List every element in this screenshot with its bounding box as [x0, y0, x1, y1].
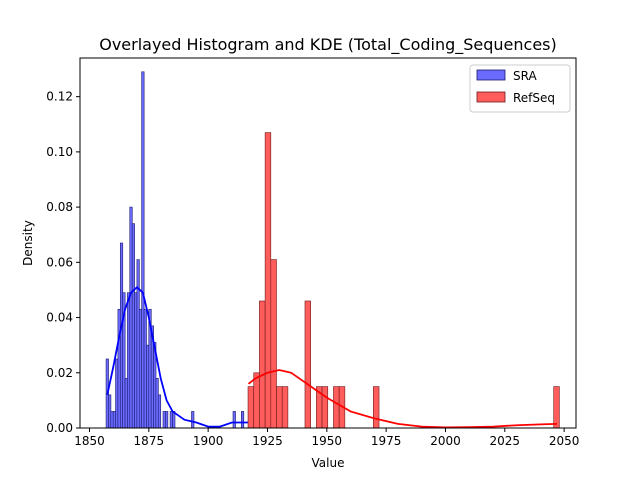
legend-swatch-refseq: [476, 91, 506, 103]
x-tick-label: 2000: [430, 434, 461, 448]
x-tick-label: 2025: [490, 434, 521, 448]
y-tick-label: 0.08: [46, 200, 73, 214]
bar-refseq-0: [247, 386, 255, 429]
bar-refseq-6: [281, 386, 289, 429]
y-axis: 0.00 0.02 0.04 0.06 0.08 0.10 0.12: [46, 90, 80, 435]
y-tick-label: 0.02: [46, 366, 73, 380]
axes-frame: [79, 57, 577, 429]
x-tick-label: 1900: [193, 434, 224, 448]
bar-refseq-7: [304, 300, 311, 429]
series-refseq: [247, 132, 560, 429]
legend: SRA RefSeq: [469, 64, 571, 113]
bar-refseq-13: [553, 386, 560, 429]
chart-title: Overlayed Histogram and KDE (Total_Codin…: [99, 35, 557, 55]
x-tick-label: 1850: [74, 434, 105, 448]
x-axis: 1850 1875 1900 1925 1950 1975 2000 2025 2050: [74, 428, 579, 448]
bar-refseq-9: [321, 386, 329, 429]
bar-refseq-3: [264, 132, 272, 429]
bar-refseq-12: [373, 386, 380, 429]
y-tick-label: 0.04: [46, 311, 73, 325]
bar-refseq-4: [270, 259, 277, 429]
kde-line-refseq: [247, 369, 558, 429]
bar-sra-29: [241, 411, 245, 429]
y-tick-label: 0.10: [46, 145, 73, 159]
legend-label-refseq: RefSeq: [513, 91, 555, 105]
bar-sra-27: [191, 411, 195, 429]
x-tick-label: 1975: [371, 434, 402, 448]
bar-refseq-1: [253, 372, 260, 429]
kde-line-sra: [106, 285, 254, 428]
bar-refseq-5: [276, 386, 283, 429]
series-sra: [105, 71, 254, 429]
plot-area: [105, 71, 560, 429]
bar-sra-28: [232, 411, 236, 429]
x-tick-label: 1875: [134, 434, 165, 448]
y-tick-label: 0.06: [46, 255, 73, 269]
x-tick-label: 2050: [549, 434, 580, 448]
y-tick-label: 0.12: [46, 90, 73, 104]
bar-refseq-2: [259, 300, 266, 429]
bar-sra-22: [157, 394, 162, 429]
legend-label-sra: SRA: [513, 69, 537, 83]
bar-sra-24: [165, 411, 169, 429]
y-tick-label: 0.00: [46, 421, 73, 435]
x-tick-label: 1950: [312, 434, 343, 448]
bar-refseq-10: [333, 386, 340, 429]
x-tick-label: 1925: [252, 434, 283, 448]
y-axis-label: Density: [21, 220, 35, 266]
x-axis-label: Value: [312, 456, 345, 470]
legend-swatch-sra: [476, 69, 506, 81]
